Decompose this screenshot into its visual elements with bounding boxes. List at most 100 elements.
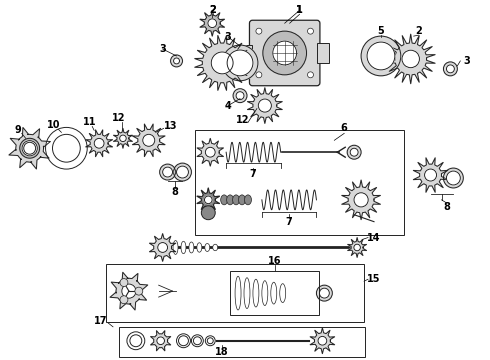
- Text: 16: 16: [268, 256, 282, 266]
- Ellipse shape: [262, 281, 268, 306]
- Circle shape: [317, 285, 332, 301]
- Circle shape: [173, 58, 179, 64]
- Text: 7: 7: [249, 169, 256, 179]
- Circle shape: [446, 65, 454, 73]
- Bar: [241, 45, 252, 61]
- Circle shape: [424, 169, 437, 181]
- Text: 8: 8: [171, 187, 178, 197]
- Circle shape: [160, 164, 175, 180]
- Ellipse shape: [181, 241, 186, 254]
- Text: 9: 9: [14, 125, 21, 135]
- Ellipse shape: [235, 276, 241, 310]
- Text: 2: 2: [209, 5, 216, 15]
- Circle shape: [24, 142, 36, 154]
- Circle shape: [120, 279, 128, 287]
- Circle shape: [236, 92, 244, 100]
- Circle shape: [256, 28, 262, 34]
- Text: 4: 4: [225, 100, 231, 111]
- Circle shape: [20, 138, 40, 158]
- Text: 1: 1: [296, 5, 303, 15]
- Polygon shape: [114, 129, 132, 148]
- Circle shape: [194, 337, 201, 345]
- Ellipse shape: [239, 195, 245, 205]
- Text: 10: 10: [47, 121, 60, 130]
- Circle shape: [201, 206, 215, 220]
- Polygon shape: [310, 328, 335, 354]
- Circle shape: [347, 145, 361, 159]
- Ellipse shape: [233, 195, 240, 205]
- Polygon shape: [342, 180, 380, 220]
- Polygon shape: [149, 234, 176, 261]
- Ellipse shape: [244, 278, 250, 309]
- Ellipse shape: [205, 243, 210, 251]
- Text: 2: 2: [415, 26, 422, 36]
- Circle shape: [143, 134, 155, 146]
- Ellipse shape: [245, 195, 251, 205]
- Ellipse shape: [197, 243, 202, 252]
- Circle shape: [171, 55, 182, 67]
- Circle shape: [120, 135, 126, 141]
- Circle shape: [176, 334, 191, 348]
- Circle shape: [273, 41, 296, 65]
- Text: 1: 1: [296, 5, 303, 15]
- Text: 3: 3: [225, 32, 231, 42]
- Circle shape: [204, 196, 212, 204]
- Circle shape: [350, 148, 358, 156]
- Ellipse shape: [280, 284, 286, 302]
- Circle shape: [205, 336, 215, 346]
- Text: 15: 15: [367, 274, 381, 284]
- Circle shape: [258, 99, 271, 112]
- Circle shape: [211, 52, 233, 74]
- Polygon shape: [195, 36, 249, 90]
- Bar: [106, 264, 364, 322]
- Circle shape: [192, 335, 203, 347]
- Circle shape: [178, 336, 189, 346]
- Circle shape: [354, 244, 361, 251]
- Polygon shape: [247, 88, 282, 123]
- Polygon shape: [9, 127, 50, 169]
- Ellipse shape: [271, 282, 277, 304]
- Text: 3: 3: [159, 44, 166, 54]
- Text: 7: 7: [285, 217, 292, 227]
- Bar: [317, 43, 329, 63]
- Text: 18: 18: [216, 347, 229, 357]
- Circle shape: [402, 50, 419, 68]
- Circle shape: [163, 167, 172, 177]
- Polygon shape: [110, 272, 148, 310]
- Circle shape: [367, 42, 395, 70]
- Circle shape: [443, 62, 457, 76]
- Circle shape: [46, 127, 87, 169]
- Circle shape: [256, 72, 262, 78]
- Circle shape: [22, 141, 37, 156]
- Circle shape: [222, 45, 258, 81]
- Polygon shape: [150, 331, 171, 351]
- Text: 13: 13: [164, 121, 177, 131]
- Circle shape: [127, 332, 145, 350]
- Text: 5: 5: [378, 26, 384, 36]
- Circle shape: [122, 284, 136, 298]
- Circle shape: [208, 19, 217, 28]
- Polygon shape: [200, 10, 224, 36]
- Bar: [196, 130, 404, 235]
- Circle shape: [443, 168, 464, 188]
- Polygon shape: [86, 130, 113, 157]
- Circle shape: [233, 89, 247, 103]
- Text: 6: 6: [341, 123, 347, 134]
- Ellipse shape: [220, 195, 228, 205]
- Polygon shape: [132, 124, 165, 157]
- Text: 11: 11: [82, 117, 96, 127]
- Ellipse shape: [253, 279, 259, 307]
- Ellipse shape: [213, 244, 218, 251]
- Circle shape: [120, 296, 128, 304]
- Polygon shape: [197, 188, 220, 212]
- Circle shape: [361, 36, 401, 76]
- Polygon shape: [386, 34, 435, 84]
- FancyBboxPatch shape: [249, 20, 320, 86]
- Circle shape: [130, 335, 142, 347]
- Polygon shape: [413, 158, 448, 192]
- Ellipse shape: [173, 240, 178, 255]
- Text: 14: 14: [367, 233, 381, 243]
- Bar: [119, 327, 365, 357]
- Polygon shape: [348, 238, 367, 257]
- Text: 2: 2: [209, 5, 216, 15]
